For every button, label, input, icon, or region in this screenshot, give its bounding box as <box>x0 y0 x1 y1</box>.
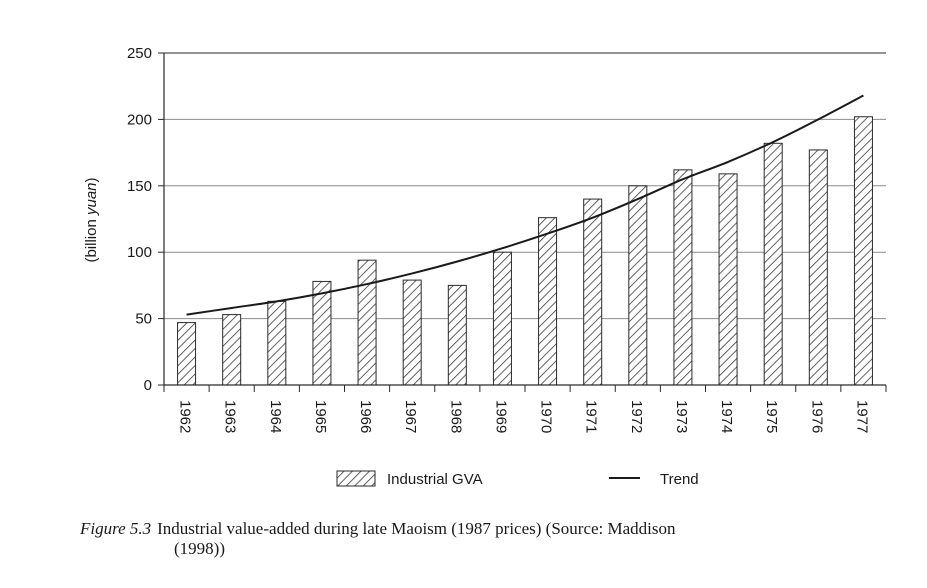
y-tick-label: 100 <box>127 244 152 261</box>
bar-1975 <box>763 142 783 386</box>
bar-1968 <box>447 284 467 386</box>
y-axis-label: (billion yuan) <box>83 177 100 262</box>
bar-1974 <box>718 173 738 386</box>
x-tick-label: 1974 <box>718 400 735 433</box>
caption-text: Industrial value-added during late Maois… <box>157 519 676 538</box>
x-tick-label: 1969 <box>492 400 509 433</box>
x-tick-label: 1965 <box>312 400 329 433</box>
bar-1966 <box>357 259 377 386</box>
trend-line <box>186 94 864 316</box>
figure-caption: Figure 5.3 Industrial value-added during … <box>80 519 900 559</box>
bar-1977 <box>853 116 873 386</box>
y-tick-label: 0 <box>144 377 152 394</box>
legend-label-industrial-gva: Industrial GVA <box>387 471 483 488</box>
x-tick-label: 1967 <box>402 400 419 433</box>
bar-1973 <box>673 169 693 386</box>
y-axis-ticks: 0 50 100 150 200 250 <box>127 45 164 394</box>
bar-1962 <box>177 322 197 386</box>
x-tick-label: 1970 <box>538 400 555 433</box>
y-tick-label: 250 <box>127 45 152 62</box>
y-tick-label: 50 <box>135 311 152 328</box>
bar-1972 <box>628 185 648 386</box>
x-tick-label: 1976 <box>808 400 825 433</box>
y-tick-label: 150 <box>127 178 152 195</box>
bar-1976 <box>808 149 828 386</box>
x-tick-label: 1968 <box>447 400 464 433</box>
x-axis-ticks: 1962 1963 1964 1965 1966 1967 1968 1969 1970 1971… <box>163 385 887 433</box>
bar-1964 <box>267 300 287 386</box>
x-tick-label: 1977 <box>853 400 870 433</box>
x-tick-label: 1973 <box>673 400 690 433</box>
legend-swatch-industrial-gva <box>336 470 376 487</box>
legend: Industrial GVA Trend <box>336 470 699 488</box>
x-tick-label: 1975 <box>763 400 780 433</box>
x-tick-label: 1971 <box>583 400 600 433</box>
bar-1971 <box>583 198 603 386</box>
caption-text-continued: (1998)) <box>174 539 225 558</box>
x-tick-label: 1962 <box>177 400 194 433</box>
bar-1965 <box>312 280 332 386</box>
x-tick-label: 1963 <box>222 400 239 433</box>
x-tick-label: 1972 <box>628 400 645 433</box>
x-tick-label: 1964 <box>267 400 284 433</box>
bar-1970 <box>538 217 558 386</box>
bars <box>177 116 873 386</box>
chart: 0 50 100 150 200 250 1962 1963 1964 1965 1966 1967… <box>83 45 887 488</box>
legend-label-trend: Trend <box>660 471 699 488</box>
trend-line-layer <box>186 94 864 316</box>
y-tick-label: 200 <box>127 111 152 128</box>
figure-label: Figure 5.3 <box>80 519 152 538</box>
bar-1967 <box>402 279 422 386</box>
bar-1969 <box>492 251 512 386</box>
x-tick-label: 1966 <box>357 400 374 433</box>
bar-1963 <box>222 314 242 386</box>
